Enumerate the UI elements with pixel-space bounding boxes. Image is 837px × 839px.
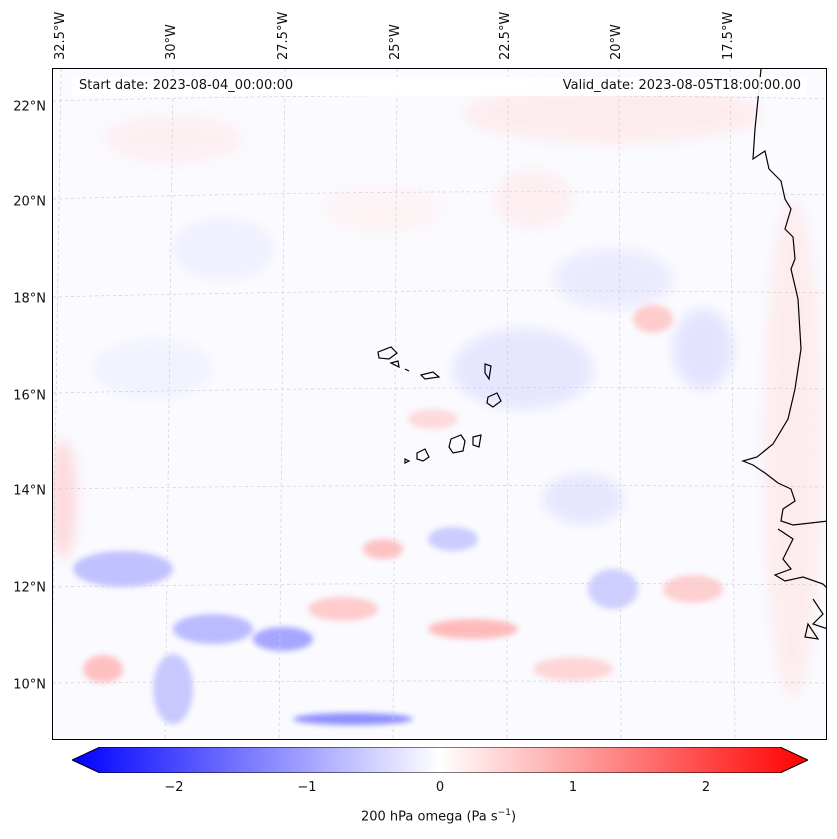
lon-label-17.5W: 17.5°W [721, 11, 736, 60]
lat-label-12N: 12°N [13, 580, 46, 596]
lon-label-20W: 20°W [609, 24, 624, 60]
colorbar-tick-0: 0 [435, 780, 445, 795]
colorbar [72, 747, 808, 773]
lat-label-20N: 20°N [13, 194, 46, 210]
colorbar-label: 200 hPa omega (Pa s−1) [0, 808, 837, 824]
lat-label-14N: 14°N [13, 483, 46, 499]
cape-verde-islands [377, 346, 502, 464]
colorbar-fill [72, 747, 808, 773]
weak-negative-omega-north [93, 219, 733, 524]
colorbar-tick-1: 1 [568, 780, 578, 795]
valid-date-label: Valid_date: 2023-08-05T18:00:00.00 [562, 78, 801, 93]
date-band [72, 77, 807, 96]
colorbar-label-suffix: ) [510, 809, 517, 825]
lon-label-25W: 25°W [388, 24, 403, 60]
lat-label-10N: 10°N [13, 677, 46, 693]
lat-label-22N: 22°N [13, 99, 46, 115]
colorbar-label-prefix: 200 hPa omega (Pa s [360, 809, 498, 825]
lon-label-30W: 30°W [164, 24, 179, 60]
lat-label-18N: 18°N [13, 291, 46, 307]
active-omega-band-south [73, 305, 723, 725]
colorbar-tick-neg1: −1 [297, 780, 317, 795]
colorbar-tick-2: 2 [701, 780, 711, 795]
omega-field-svg [53, 69, 826, 739]
graticule [53, 69, 826, 739]
lon-label-22.5W: 22.5°W [498, 11, 513, 60]
omega-map [52, 68, 827, 740]
lon-label-27.5W: 27.5°W [276, 11, 291, 60]
coastline [741, 69, 826, 640]
lat-label-16N: 16°N [13, 388, 46, 404]
lon-label-32.5W: 32.5°W [53, 11, 68, 60]
colorbar-label-exponent: −1 [497, 808, 511, 818]
colorbar-tick-neg2: −2 [164, 780, 184, 795]
start-date-label: Start date: 2023-08-04_00:00:00 [79, 78, 294, 93]
